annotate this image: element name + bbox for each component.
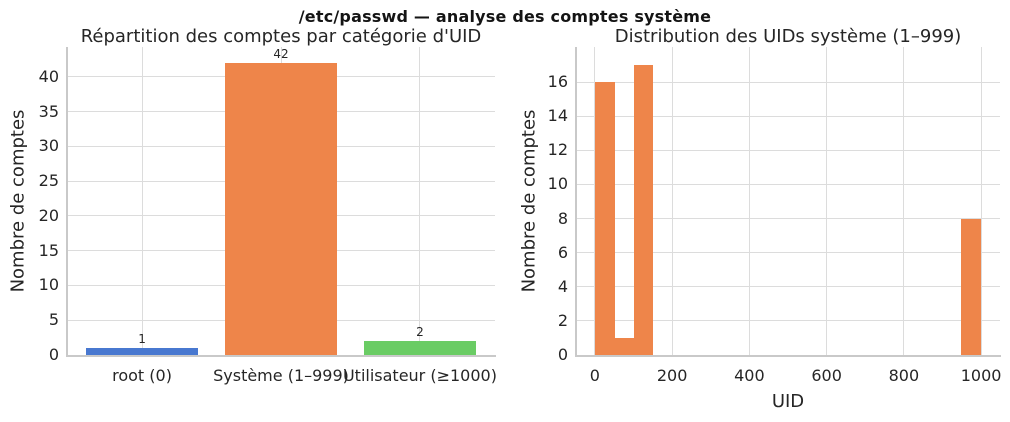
- x-axis-spine: [575, 355, 1001, 357]
- bar-1: [225, 62, 337, 355]
- x-axis-spine: [66, 355, 496, 357]
- y-tick-label: 0: [557, 345, 568, 364]
- y-tick-label: 15: [38, 240, 59, 260]
- v-gridline: [980, 47, 982, 355]
- x-tick-label: Système (1–999): [213, 366, 349, 385]
- y-tick-label: 2: [557, 310, 568, 330]
- h-gridline: [576, 149, 1000, 151]
- h-gridline: [576, 183, 1000, 185]
- bar-value-label: 42: [273, 46, 289, 61]
- h-gridline: [576, 81, 1000, 83]
- bar-value-label: 2: [416, 325, 424, 340]
- v-gridline: [748, 47, 750, 355]
- x-tick-label: 400: [734, 366, 765, 385]
- v-gridline: [419, 47, 421, 355]
- h-gridline: [576, 252, 1000, 254]
- v-gridline: [903, 47, 905, 355]
- y-tick-label: 10: [547, 174, 568, 194]
- h-gridline: [576, 218, 1000, 220]
- h-gridline: [576, 115, 1000, 117]
- y-tick-label: 5: [48, 310, 59, 330]
- y-tick-label: 8: [557, 208, 568, 228]
- x-tick-label: 1000: [960, 366, 1002, 385]
- y-tick-label: 6: [557, 242, 568, 262]
- x-tick-label: 0: [589, 366, 600, 385]
- v-gridline: [594, 47, 596, 355]
- x-tick-label: Utilisateur (≥1000): [342, 366, 497, 385]
- x-tick-label: 200: [656, 366, 688, 385]
- y-tick-label: 40: [38, 66, 59, 86]
- y-tick-label: 35: [38, 101, 59, 121]
- y-tick-label: 20: [38, 205, 59, 225]
- y-axis-spine: [66, 47, 68, 357]
- y-tick-label: 12: [547, 140, 568, 160]
- y-tick-label: 16: [547, 72, 568, 92]
- right-chart-title: Distribution des UIDs système (1–999): [614, 26, 962, 47]
- hist-bar-2: [633, 65, 654, 355]
- figure-suptitle: /etc/passwd — analyse des comptes systèm…: [298, 7, 712, 26]
- y-tick-label: 0: [48, 345, 59, 364]
- y-tick-label: 14: [547, 106, 568, 126]
- bar-0: [86, 348, 198, 355]
- v-gridline: [671, 47, 673, 355]
- y-tick-label: 25: [38, 171, 59, 191]
- v-gridline: [826, 47, 828, 355]
- h-gridline: [576, 320, 1000, 322]
- hist-bar-0: [595, 82, 615, 355]
- v-gridline: [141, 47, 143, 355]
- bar-value-label: 1: [138, 332, 146, 347]
- right-chart-ylabel: Nombre de comptes: [518, 109, 540, 293]
- right-chart-xlabel: UID: [771, 391, 805, 412]
- h-gridline: [576, 286, 1000, 288]
- left-chart-title: Répartition des comptes par catégorie d'…: [80, 26, 482, 47]
- y-tick-label: 4: [557, 276, 568, 296]
- x-tick-label: 600: [811, 366, 842, 385]
- y-tick-label: 30: [38, 136, 59, 156]
- x-tick-label: 800: [888, 366, 920, 385]
- hist-bar-1: [614, 337, 634, 355]
- y-tick-label: 10: [38, 275, 59, 295]
- x-tick-label: root (0): [112, 366, 172, 385]
- hist-bar-19: [961, 218, 981, 355]
- y-axis-spine: [575, 47, 577, 357]
- bar-2: [364, 341, 476, 355]
